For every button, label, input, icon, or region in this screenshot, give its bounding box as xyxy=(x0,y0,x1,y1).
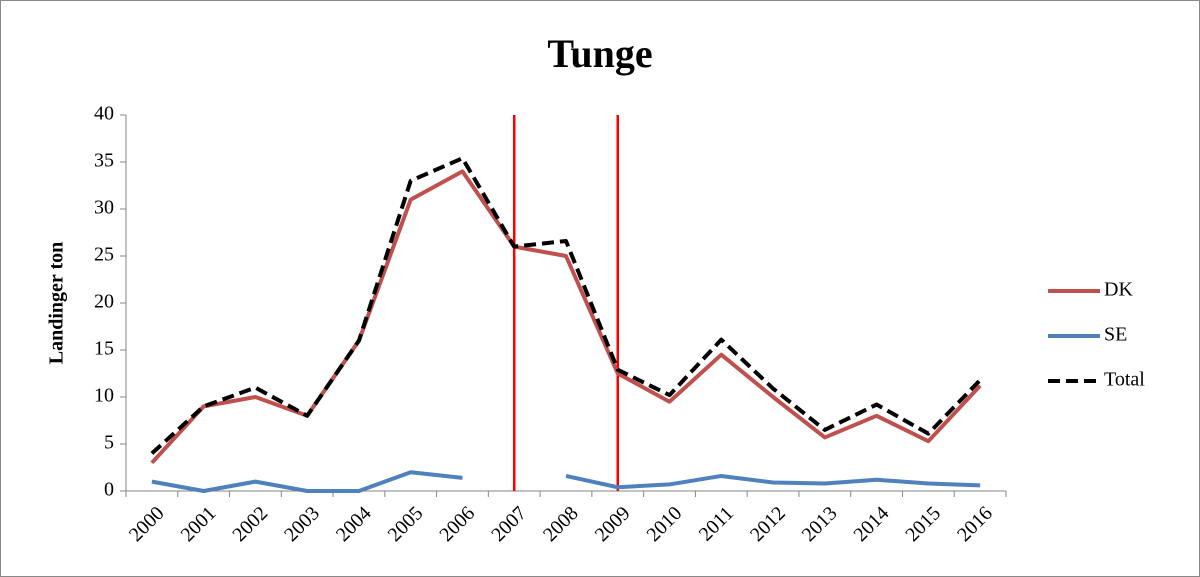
y-tick-label: 40 xyxy=(94,103,114,125)
y-axis-label: Landinger ton xyxy=(46,242,68,364)
legend-label: SE xyxy=(1104,324,1127,346)
legend-label: DK xyxy=(1104,279,1133,301)
y-tick-label: 10 xyxy=(94,385,114,407)
series-line xyxy=(150,156,982,455)
legend-label: Total xyxy=(1104,369,1145,391)
y-tick-label: 35 xyxy=(94,150,114,172)
series-line xyxy=(150,169,982,465)
y-tick-label: 20 xyxy=(94,291,114,313)
y-tick-label: 0 xyxy=(104,479,114,501)
y-tick-label: 5 xyxy=(104,432,114,454)
chart-title: Tunge xyxy=(547,31,652,76)
y-tick-label: 15 xyxy=(94,338,114,360)
y-tick-label: 25 xyxy=(94,244,114,266)
series-line xyxy=(151,470,981,493)
y-tick-label: 30 xyxy=(94,197,114,219)
